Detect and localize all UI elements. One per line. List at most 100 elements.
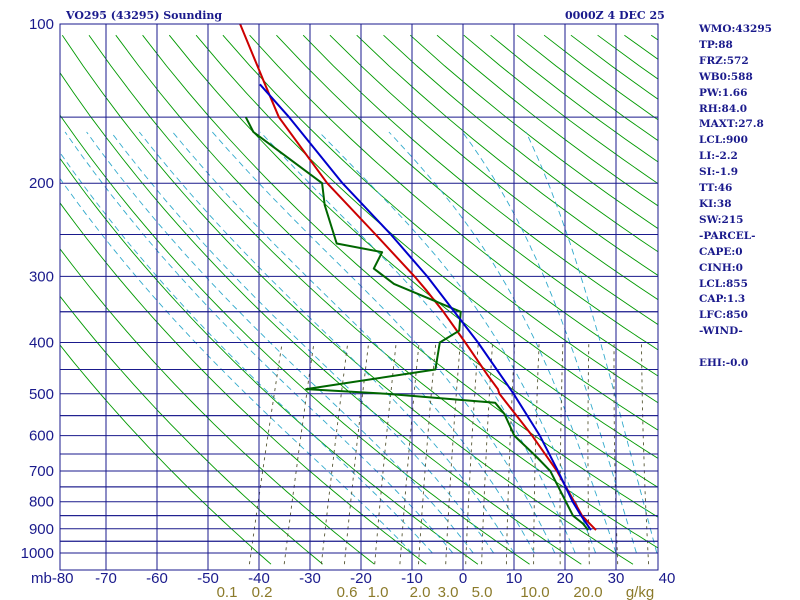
mixing-ratio-line (320, 342, 349, 565)
mixing-ratio-label: 10.0 (520, 584, 549, 600)
mixing-ratio-label: 5.0 (472, 584, 493, 600)
temp-tick--60: -60 (146, 570, 168, 587)
mixing-ratio-label: 1.0 (368, 584, 389, 600)
temp-tick--20: -20 (350, 570, 372, 587)
pressure-tick-400: 400 (29, 334, 54, 351)
index-panel: WMO:43295 TP:88 FRZ:572 WB0:588 PW:1.66 RH:84… (699, 22, 799, 372)
mixing-ratio-label: 0.2 (252, 584, 273, 600)
mixing-ratio-line (399, 342, 420, 565)
index-item: WMO:43295 (699, 23, 772, 35)
mixing-ratio-line (641, 342, 650, 565)
dry-adiabat (356, 34, 658, 276)
dry-adiabat (249, 34, 658, 377)
mixing-ratio-label: 2.0 (410, 584, 431, 600)
temp-tick--70: -70 (95, 570, 117, 587)
dry-adiabat (222, 34, 658, 404)
pressure-tick-100: 100 (29, 16, 54, 33)
dry-adiabat (88, 34, 658, 549)
dry-adiabat (60, 248, 375, 565)
temp-tick--50: -50 (197, 570, 219, 587)
dry-adiabat (115, 34, 658, 518)
parcel-trace (259, 83, 592, 531)
pressure-tick-600: 600 (29, 428, 54, 445)
dry-adiabat (61, 34, 634, 565)
mixing-ratio-line (559, 342, 564, 565)
dewpoint-trace (244, 116, 590, 531)
dry-adiabat (195, 34, 658, 431)
mixing-ratio-line (505, 342, 516, 565)
temp-tick--40: -40 (248, 570, 270, 587)
dry-adiabat (142, 34, 658, 488)
dry-adiabat (60, 71, 582, 565)
dry-adiabat (276, 34, 658, 351)
dry-adiabat (383, 34, 658, 253)
index-item: KI:38 (699, 197, 732, 210)
mixing-ratio-line (283, 342, 315, 565)
mixing-ratio-line (613, 342, 619, 565)
index-item: CAPE:0 (699, 245, 743, 258)
index-item: -WIND- (699, 325, 743, 338)
temp-tick--10: -10 (401, 570, 423, 587)
moist-adiabat (525, 131, 658, 554)
index-item: TP:88 (699, 38, 733, 51)
mixing-ratio-line (533, 342, 540, 565)
index-item: LI:-2.2 (699, 150, 738, 163)
index-item: CAP:1.3 (699, 293, 746, 306)
index-item (699, 340, 799, 356)
index-item: CINH:0 (699, 261, 743, 274)
temp-tick--80: mb-80 (31, 570, 74, 587)
mixing-ratio-label: 20.0 (573, 584, 602, 600)
pressure-tick-1000: 1000 (21, 545, 54, 562)
pressure-tick-300: 300 (29, 268, 54, 285)
pressure-tick-500: 500 (29, 386, 54, 403)
pressure-tick-900: 900 (29, 521, 54, 538)
index-item: SW:215 (699, 213, 744, 226)
mixing-ratio-line (445, 342, 461, 565)
temp-tick-40: 40 (659, 570, 676, 587)
mixing-ratio-line (418, 342, 437, 565)
pressure-tick-200: 200 (29, 175, 54, 192)
index-item: SI:-1.9 (699, 166, 738, 179)
station-title: VO295 (43295) Sounding (65, 9, 222, 22)
mixing-ratio-label: 0.1 (217, 584, 238, 600)
dry-adiabat (60, 114, 530, 565)
temp-tick-10: 10 (506, 570, 523, 587)
index-item: TT:46 (699, 182, 733, 195)
mixing-ratio-line (248, 342, 283, 565)
pressure-tick-800: 800 (29, 494, 54, 511)
dry-adiabat (60, 295, 323, 565)
mixing-ratio-line (587, 342, 590, 565)
mixing-ratio-line (343, 342, 370, 565)
index-item: -PARCEL- (699, 229, 756, 242)
index-item: WB0:588 (699, 70, 753, 83)
dry-adiabat (302, 34, 658, 326)
temp-tick-20: 20 (557, 570, 574, 587)
temp-tick--30: -30 (299, 570, 321, 587)
pressure-tick-700: 700 (29, 463, 54, 480)
valid-time: 0000Z 4 DEC 25 (565, 9, 665, 22)
mixing-ratio-line (481, 342, 494, 565)
temp-tick-0: 0 (459, 570, 467, 587)
index-item: LCL:855 (699, 277, 748, 290)
mixing-ratio-label: 0.6 (337, 584, 358, 600)
index-item: LFC:850 (699, 309, 748, 322)
dry-adiabat (60, 202, 427, 565)
index-item: FRZ:572 (699, 54, 749, 67)
index-item: EHI:-0.0 (699, 357, 749, 370)
index-item: PW:1.66 (699, 86, 748, 99)
index-item: MAXT:27.8 (699, 118, 764, 131)
moist-adiabat (110, 131, 494, 554)
mixing-ratio-label: 3.0 (438, 584, 459, 600)
mixing-ratio-label: g/kg (626, 584, 654, 600)
dry-adiabat (60, 344, 272, 565)
dry-adiabat (168, 34, 658, 459)
temp-tick-30: 30 (608, 570, 625, 587)
index-item: RH:84.0 (699, 102, 748, 115)
plot-frame (59, 23, 659, 571)
index-item: LCL:900 (699, 134, 748, 147)
dry-adiabat (329, 34, 658, 301)
mixing-ratio-line (374, 342, 397, 565)
moist-adiabat (64, 131, 454, 554)
mixing-ratio-line (465, 342, 479, 565)
